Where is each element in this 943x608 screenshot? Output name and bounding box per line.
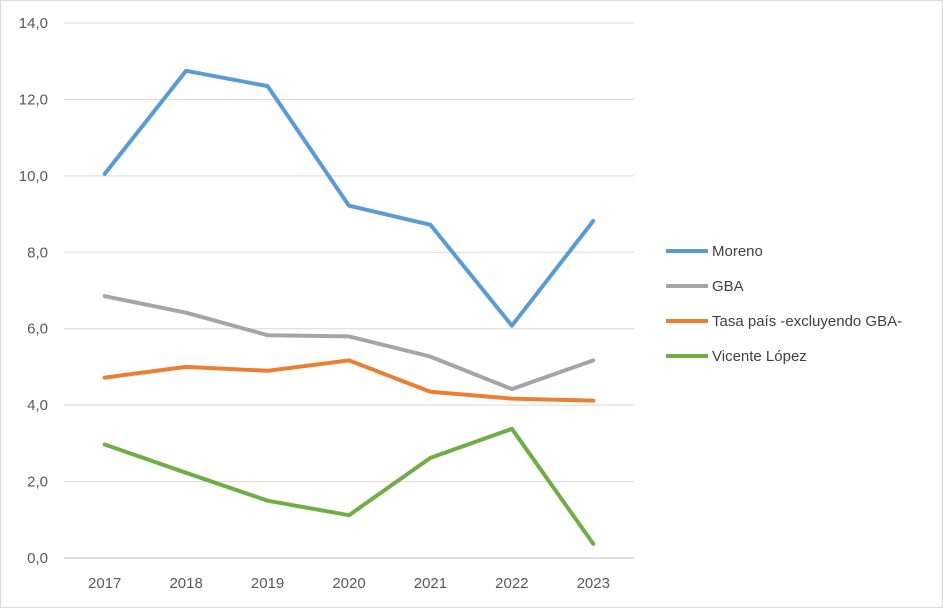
x-tick-label: 2021 (414, 575, 447, 592)
x-tick-label: 2019 (251, 575, 284, 592)
x-axis-tick-labels: 2017 2018 2019 2020 2021 2022 2023 (88, 575, 610, 592)
legend-label: Moreno (712, 243, 763, 260)
y-tick-label: 4,0 (27, 397, 48, 414)
y-tick-label: 0,0 (27, 550, 48, 567)
x-tick-label: 2023 (577, 575, 610, 592)
legend-label: GBA (712, 278, 744, 295)
x-tick-label: 2017 (88, 575, 121, 592)
y-axis-tick-labels: 0,0 2,0 4,0 6,0 8,0 10,0 12,0 14,0 (19, 15, 48, 567)
x-tick-label: 2022 (495, 575, 528, 592)
y-tick-label: 12,0 (19, 91, 48, 108)
legend-label: Tasa país -excluyendo GBA- (712, 313, 902, 330)
y-tick-label: 10,0 (19, 168, 48, 185)
y-tick-label: 6,0 (27, 321, 48, 338)
y-tick-label: 14,0 (19, 15, 48, 32)
series-line-tasa-pa-s-excluyendo-gba (102, 358, 596, 403)
series-lines (102, 68, 596, 546)
gridlines (64, 22, 634, 559)
y-tick-label: 8,0 (27, 244, 48, 261)
x-tick-label: 2020 (332, 575, 365, 592)
series-line-vicente-l-pez (102, 426, 596, 546)
legend-label: Vicente López (712, 348, 807, 365)
y-tick-label: 2,0 (27, 474, 48, 491)
legend: Moreno GBA Tasa país -excluyendo GBA- Vicen… (666, 243, 902, 365)
series-line-moreno (102, 68, 596, 328)
x-tick-label: 2018 (169, 575, 202, 592)
series-line-gba (102, 294, 596, 392)
